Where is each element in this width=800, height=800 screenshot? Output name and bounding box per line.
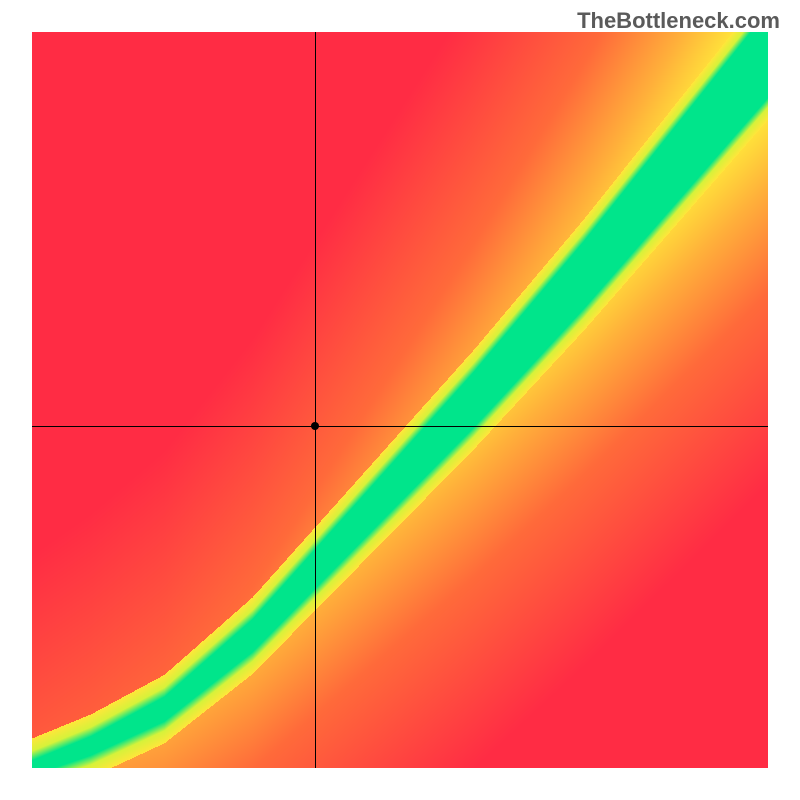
chart-container: TheBottleneck.com [0, 0, 800, 800]
crosshair-marker [311, 422, 319, 430]
plot-area [32, 32, 768, 768]
watermark-text: TheBottleneck.com [577, 8, 780, 34]
crosshair-vertical [315, 32, 316, 768]
crosshair-horizontal [32, 426, 768, 427]
heatmap-canvas [32, 32, 768, 768]
plot-frame [32, 32, 768, 768]
